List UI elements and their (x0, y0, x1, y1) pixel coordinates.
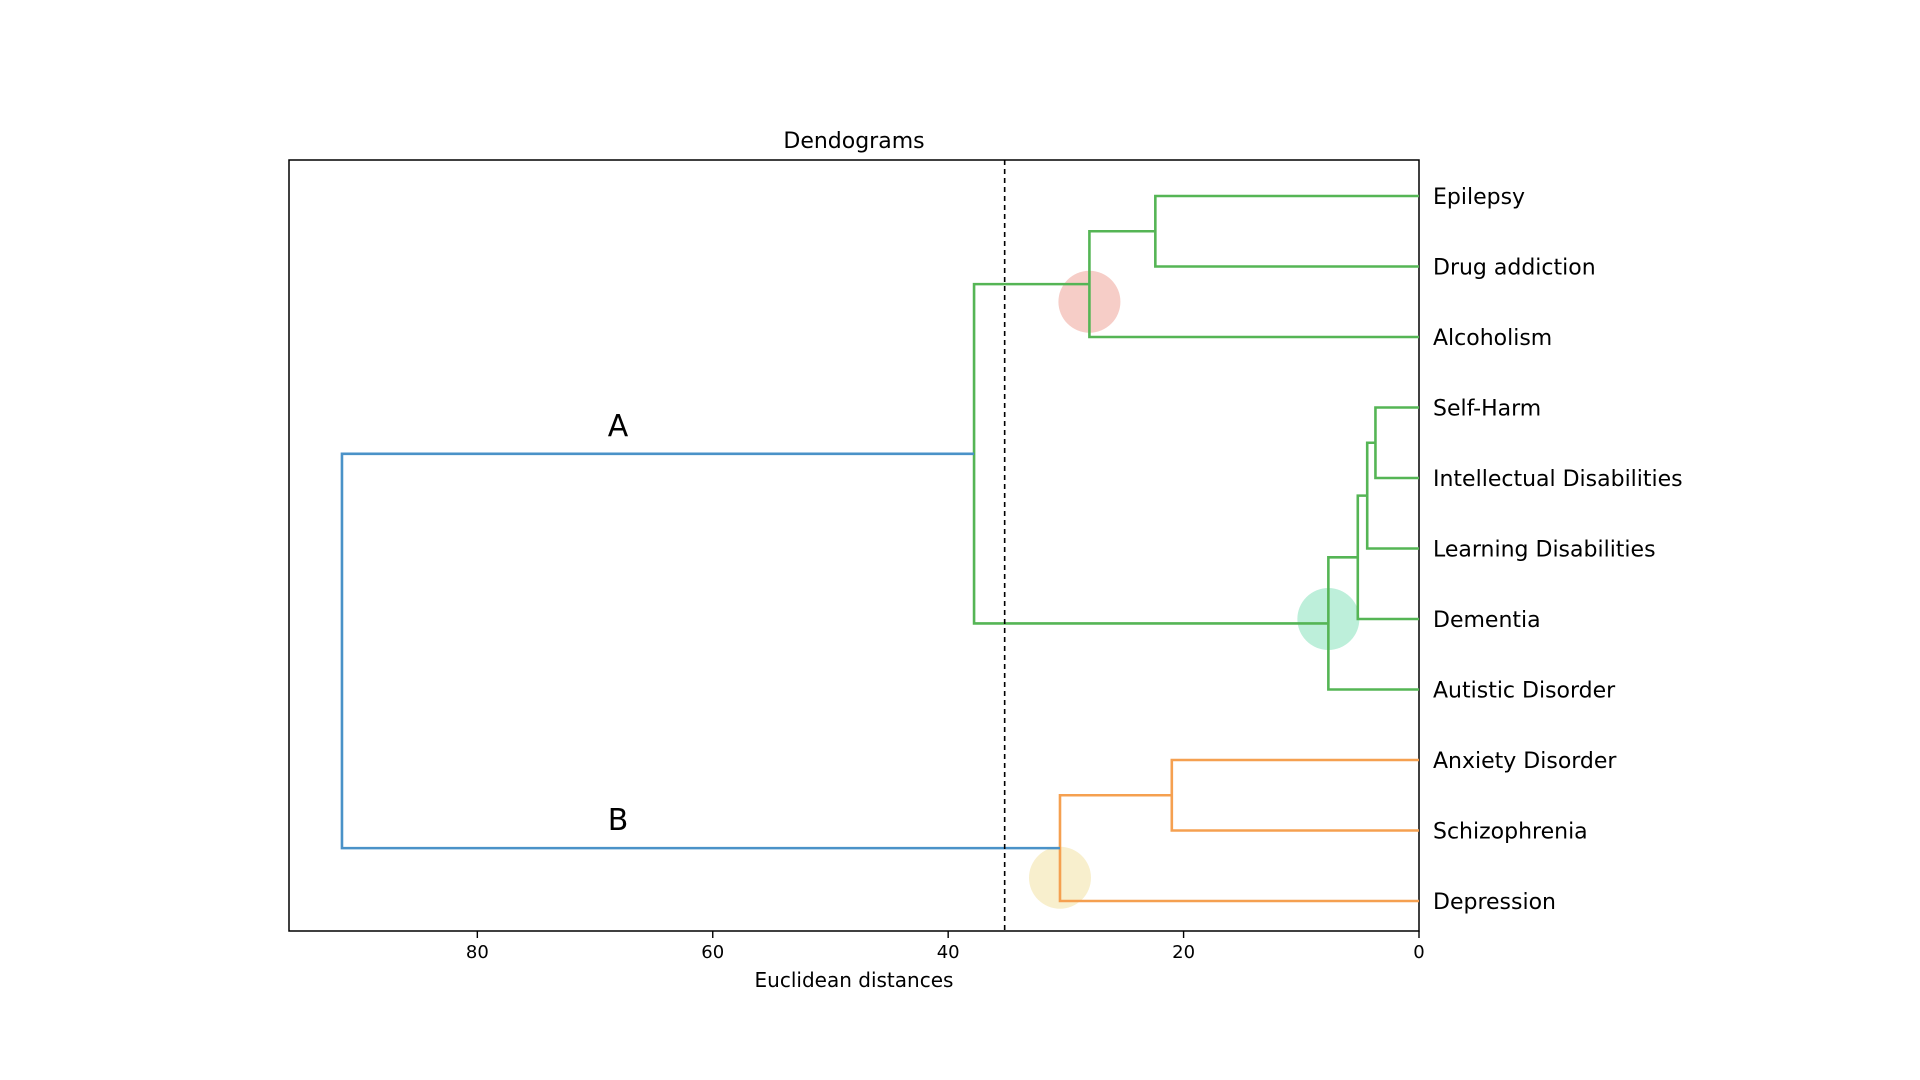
x-tick-label: 80 (466, 942, 489, 963)
leaf-labels: Epilepsy Drug addiction Alcoholism Self-Har… (1433, 185, 1683, 915)
leaf-label: Dementia (1433, 608, 1541, 633)
leaf-label: Intellectual Disabilities (1433, 467, 1683, 492)
cluster-label-a: A (608, 409, 629, 444)
dendrogram-link-root (340, 452, 1060, 850)
dendrogram-link (1058, 793, 1419, 903)
highlights-layer (1028, 270, 1360, 909)
x-tick-label: 0 (1413, 942, 1424, 963)
leaf-label: Schizophrenia (1433, 820, 1588, 845)
links-layer (340, 194, 1419, 903)
leaf-label: Epilepsy (1433, 185, 1525, 210)
leaf-label: Alcoholism (1433, 326, 1552, 351)
x-tick-label: 40 (937, 942, 960, 963)
dendrogram-link (1088, 229, 1419, 339)
chart-title: Dendograms (783, 129, 924, 154)
dendrogram-link (1374, 406, 1419, 480)
leaf-label: Anxiety Disorder (1433, 749, 1617, 774)
leaf-label: Drug addiction (1433, 256, 1596, 281)
cluster-label-b: B (608, 803, 629, 838)
x-axis-ticks: 80 60 40 20 0 (466, 931, 1425, 963)
dendrogram-link (1170, 758, 1419, 832)
leaf-label: Autistic Disorder (1433, 679, 1616, 704)
dendrogram-link (1154, 194, 1419, 268)
dendrogram-link (1365, 441, 1419, 550)
plot-frame (288, 159, 1420, 932)
x-tick-label: 20 (1172, 942, 1195, 963)
x-axis-title: Euclidean distances (755, 968, 954, 992)
x-tick-label: 60 (701, 942, 724, 963)
leaf-label: Learning Disabilities (1433, 538, 1656, 563)
dendrogram-link (972, 282, 1329, 625)
leaf-label: Depression (1433, 890, 1556, 915)
leaf-label: Self-Harm (1433, 397, 1541, 422)
